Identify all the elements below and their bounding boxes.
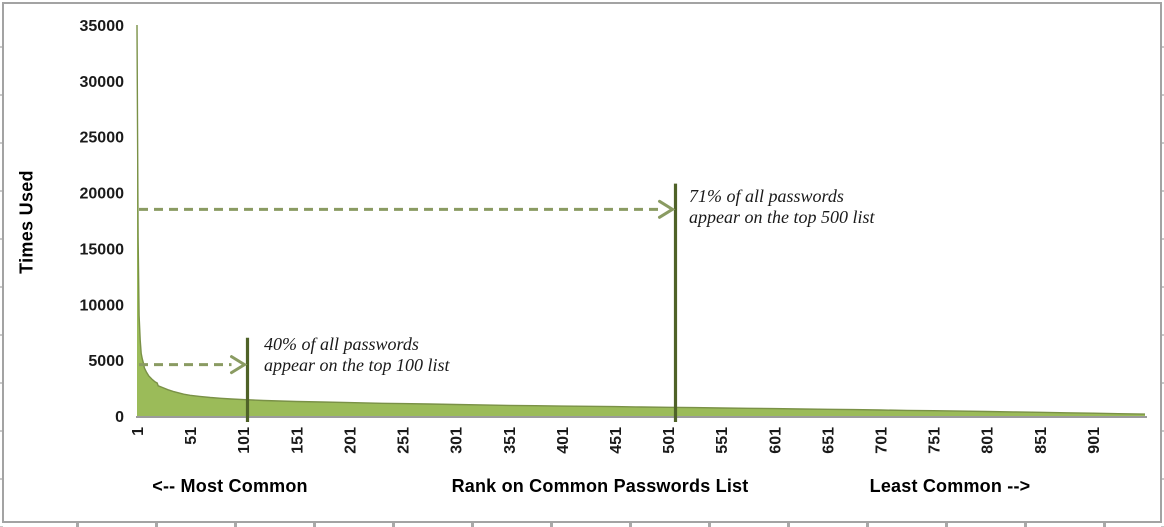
x-tick-label: 851	[1033, 427, 1050, 454]
area-series	[136, 24, 1146, 416]
worksheet-gridline-stubs-bottom	[0, 523, 1164, 527]
y-axis-title: Times Used	[16, 170, 37, 274]
annotation-top-500-line2: appear on the top 500 list	[689, 207, 875, 227]
worksheet-gridline-stubs-left	[0, 0, 3, 527]
annotation-top-100-line2: appear on the top 100 list	[264, 355, 450, 375]
x-tick-label: 151	[289, 427, 306, 454]
x-axis-tick-labels: 1 51 101 151 201 251 301 351 401 451 501 551 601 651 7…	[130, 427, 1103, 454]
x-tick-label: 651	[820, 427, 837, 454]
x-tick-label: 451	[608, 427, 625, 454]
x-tick-label: 701	[874, 427, 891, 454]
x-tick-label: 901	[1086, 427, 1103, 454]
y-tick-label: 0	[115, 409, 124, 426]
y-tick-label: 25000	[80, 130, 125, 147]
y-tick-label: 5000	[88, 353, 124, 370]
annotation-top-500: 71% of all passwords appear on the top 5…	[689, 186, 875, 228]
arrowhead-icon	[658, 199, 676, 219]
x-tick-label: 201	[342, 427, 359, 454]
y-tick-label: 35000	[80, 18, 125, 35]
x-tick-label: 751	[927, 427, 944, 454]
annotation-top-100: 40% of all passwords appear on the top 1…	[264, 334, 450, 376]
annotation-top-500-line1: 71% of all passwords	[689, 186, 844, 206]
annotation-marker-100	[139, 337, 250, 422]
x-tick-label: 1	[130, 427, 147, 436]
x-tick-label: 501	[661, 427, 678, 454]
x-tick-label: 601	[767, 427, 784, 454]
x-tick-label: 401	[555, 427, 572, 454]
y-tick-label: 20000	[80, 186, 125, 203]
x-tick-label: 101	[236, 427, 253, 454]
y-tick-label: 10000	[80, 297, 125, 314]
x-axis-label-least-common: Least Common -->	[869, 476, 1031, 496]
x-axis-label-most-common: <-- Most Common	[152, 476, 308, 496]
annotation-top-100-line1: 40% of all passwords	[264, 334, 419, 354]
x-tick-label: 301	[449, 427, 466, 454]
x-tick-label: 801	[980, 427, 997, 454]
x-tick-label: 351	[502, 427, 519, 454]
x-tick-label: 251	[396, 427, 413, 454]
arrowhead-icon	[230, 355, 248, 375]
worksheet-gridline-stubs-right	[1161, 0, 1164, 527]
x-tick-label: 551	[714, 427, 731, 454]
y-axis-tick-labels: 0 5000 10000 15000 20000 25000 30000 35000	[80, 18, 125, 426]
annotation-marker-500	[139, 183, 678, 422]
y-tick-label: 15000	[80, 241, 125, 258]
x-tick-label: 51	[183, 427, 200, 445]
x-axis-title: Rank on Common Passwords List	[451, 476, 749, 496]
y-tick-label: 30000	[80, 74, 125, 91]
